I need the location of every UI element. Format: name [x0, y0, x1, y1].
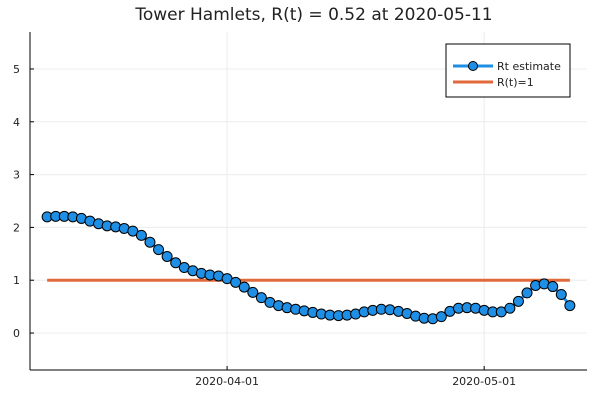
- rt-estimate-point: [547, 281, 559, 293]
- legend-label-threshold: R(t)=1: [497, 76, 534, 89]
- y-tick-label: 4: [13, 116, 20, 129]
- series-layer: [41, 210, 576, 325]
- legend-label-rt-estimate: Rt estimate: [497, 60, 561, 73]
- rt-estimate-point: [127, 225, 139, 237]
- chart-title: Tower Hamlets, R(t) = 0.52 at 2020-05-11: [134, 5, 492, 25]
- x-tick-label: 2020-05-01: [452, 375, 516, 388]
- legend-marker-rt-estimate: [468, 61, 478, 71]
- rt-estimate-point: [230, 276, 242, 288]
- rt-estimate-point: [238, 281, 250, 293]
- rt-estimate-point: [521, 287, 533, 299]
- rt-estimate-point: [564, 300, 576, 312]
- legend-box: [445, 43, 571, 98]
- axes: 0 1 2 3 4 5 2020-04-01 2020-05-01: [13, 32, 587, 388]
- rt-estimate-point: [255, 292, 267, 304]
- y-tick-label: 0: [13, 327, 20, 340]
- rt-estimate-point: [247, 286, 259, 298]
- legend: Rt estimate R(t)=1: [445, 43, 571, 98]
- rt-estimate-point: [144, 236, 156, 248]
- rt-estimate-point: [504, 302, 516, 314]
- rt-estimate-point: [170, 257, 182, 269]
- rt-estimate-point: [153, 244, 165, 256]
- y-tick-label: 1: [13, 274, 20, 287]
- rt-estimate-point: [135, 229, 147, 241]
- rt-estimate-point: [555, 288, 567, 300]
- y-tick-label: 2: [13, 221, 20, 234]
- rt-estimate-point: [512, 295, 524, 307]
- rt-estimate-point: [161, 250, 173, 262]
- x-tick-label: 2020-04-01: [195, 375, 259, 388]
- y-tick-label: 3: [13, 169, 20, 182]
- y-tick-label: 5: [13, 63, 20, 76]
- rt-estimate-point: [435, 311, 447, 323]
